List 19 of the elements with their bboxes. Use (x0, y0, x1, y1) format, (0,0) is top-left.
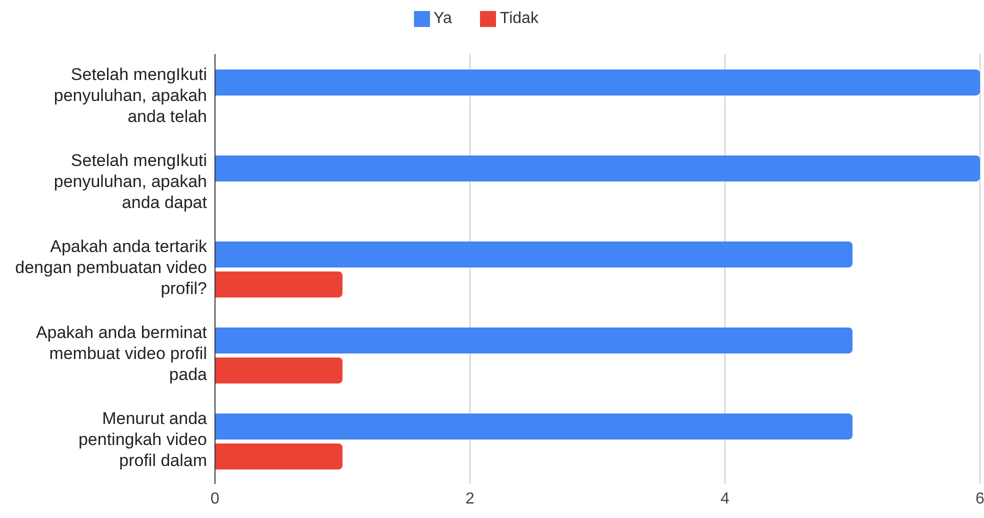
x-tick-label: 0 (210, 490, 220, 508)
bar (215, 443, 342, 470)
legend-label: Ya (434, 10, 452, 27)
x-tick-label: 2 (466, 490, 475, 508)
bar (215, 155, 980, 182)
y-tick-label: Setelah mengIkuti penyuluhan, apakah anda dapat (54, 151, 208, 212)
bar (215, 357, 342, 384)
y-tick-label: Setelah mengIkuti penyuluhan, apakah anda telah (54, 65, 207, 126)
bar (215, 69, 980, 96)
bar (215, 241, 852, 268)
x-tick-label: 4 (720, 490, 730, 508)
legend-label: Tidak (500, 10, 538, 27)
y-tick-label: Apakah anda tertarik dengan pembuatan video profil? (15, 237, 208, 298)
bar (215, 413, 852, 440)
bar (215, 271, 342, 298)
x-tick-label: 6 (976, 490, 984, 508)
y-tick-label: Apakah anda berminat membuat video profil pada (36, 323, 208, 384)
y-tick-label: Menurut anda pentingkah video profil dalam (78, 409, 208, 470)
bar (215, 327, 852, 354)
